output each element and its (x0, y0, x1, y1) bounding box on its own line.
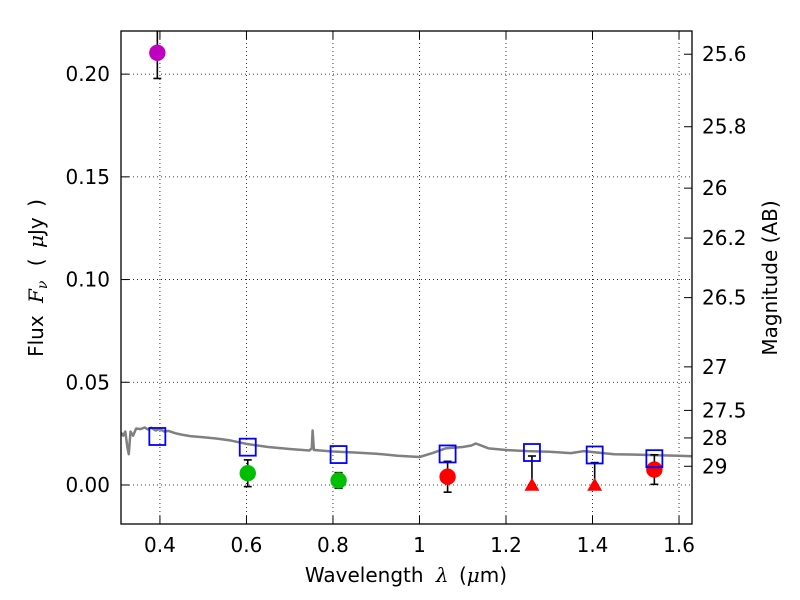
model-photometry-marker (645, 449, 664, 469)
y-tick-label: 0.20 (65, 62, 110, 86)
model-photometry-marker (585, 445, 604, 465)
axis-ticks: 0.4 0.6 0.8 1 1.2 1.4 1.6 0.00 0.05 0.10 0.15 0.20 2… (65, 31, 747, 557)
x-tick-label: 0.8 (317, 533, 349, 557)
upper-limit-marker (524, 477, 540, 491)
x-tick-label: 1.4 (577, 533, 609, 557)
model-photometry-marker (329, 445, 348, 464)
sed-model-curve (121, 426, 692, 459)
right-axis-label: Magnitude (AB) (758, 200, 782, 355)
right-tick-label: 26.2 (702, 226, 747, 250)
right-tick-label: 25.6 (702, 42, 747, 66)
y-tick-label: 0.05 (65, 370, 110, 394)
x-tick-label: 1.2 (490, 533, 522, 557)
data-point-detection-uv (149, 44, 166, 61)
x-tick-label: 0.6 (231, 533, 263, 557)
x-tick-label: 0.4 (144, 533, 176, 557)
data-point-detection-nir (439, 468, 456, 485)
data-point-detection-optical (330, 472, 347, 489)
x-axis-label: Wavelength λ (μm) (305, 563, 507, 587)
data-markers (148, 44, 664, 491)
right-tick-label: 26.5 (702, 286, 747, 310)
right-tick-label: 27.5 (702, 398, 747, 422)
model-photometry-marker (438, 444, 457, 464)
sed-model-layer (121, 426, 692, 459)
y-tick-label: 0.00 (65, 473, 110, 497)
y-tick-label: 0.10 (65, 268, 110, 292)
error-bars (153, 31, 659, 493)
model-photometry-marker (148, 427, 167, 446)
data-point-detection-optical (239, 465, 256, 482)
x-tick-label: 1.6 (663, 533, 695, 557)
right-tick-label: 26 (702, 176, 727, 200)
y-tick-label: 0.15 (65, 165, 110, 189)
right-tick-label: 29 (702, 454, 727, 478)
right-tick-label: 25.8 (702, 115, 747, 139)
grid (121, 31, 692, 524)
data-point-detection-nir (646, 461, 663, 478)
right-tick-label: 27 (702, 355, 727, 379)
right-tick-label: 28 (702, 426, 727, 450)
model-photometry-marker (238, 437, 257, 457)
model-photometry-marker (523, 443, 541, 462)
upper-limit-marker (587, 477, 603, 491)
x-tick-label: 1 (413, 533, 426, 557)
y-axis-label: Flux Fν ( μJy ) (24, 199, 52, 357)
plot-frame (120, 30, 693, 525)
